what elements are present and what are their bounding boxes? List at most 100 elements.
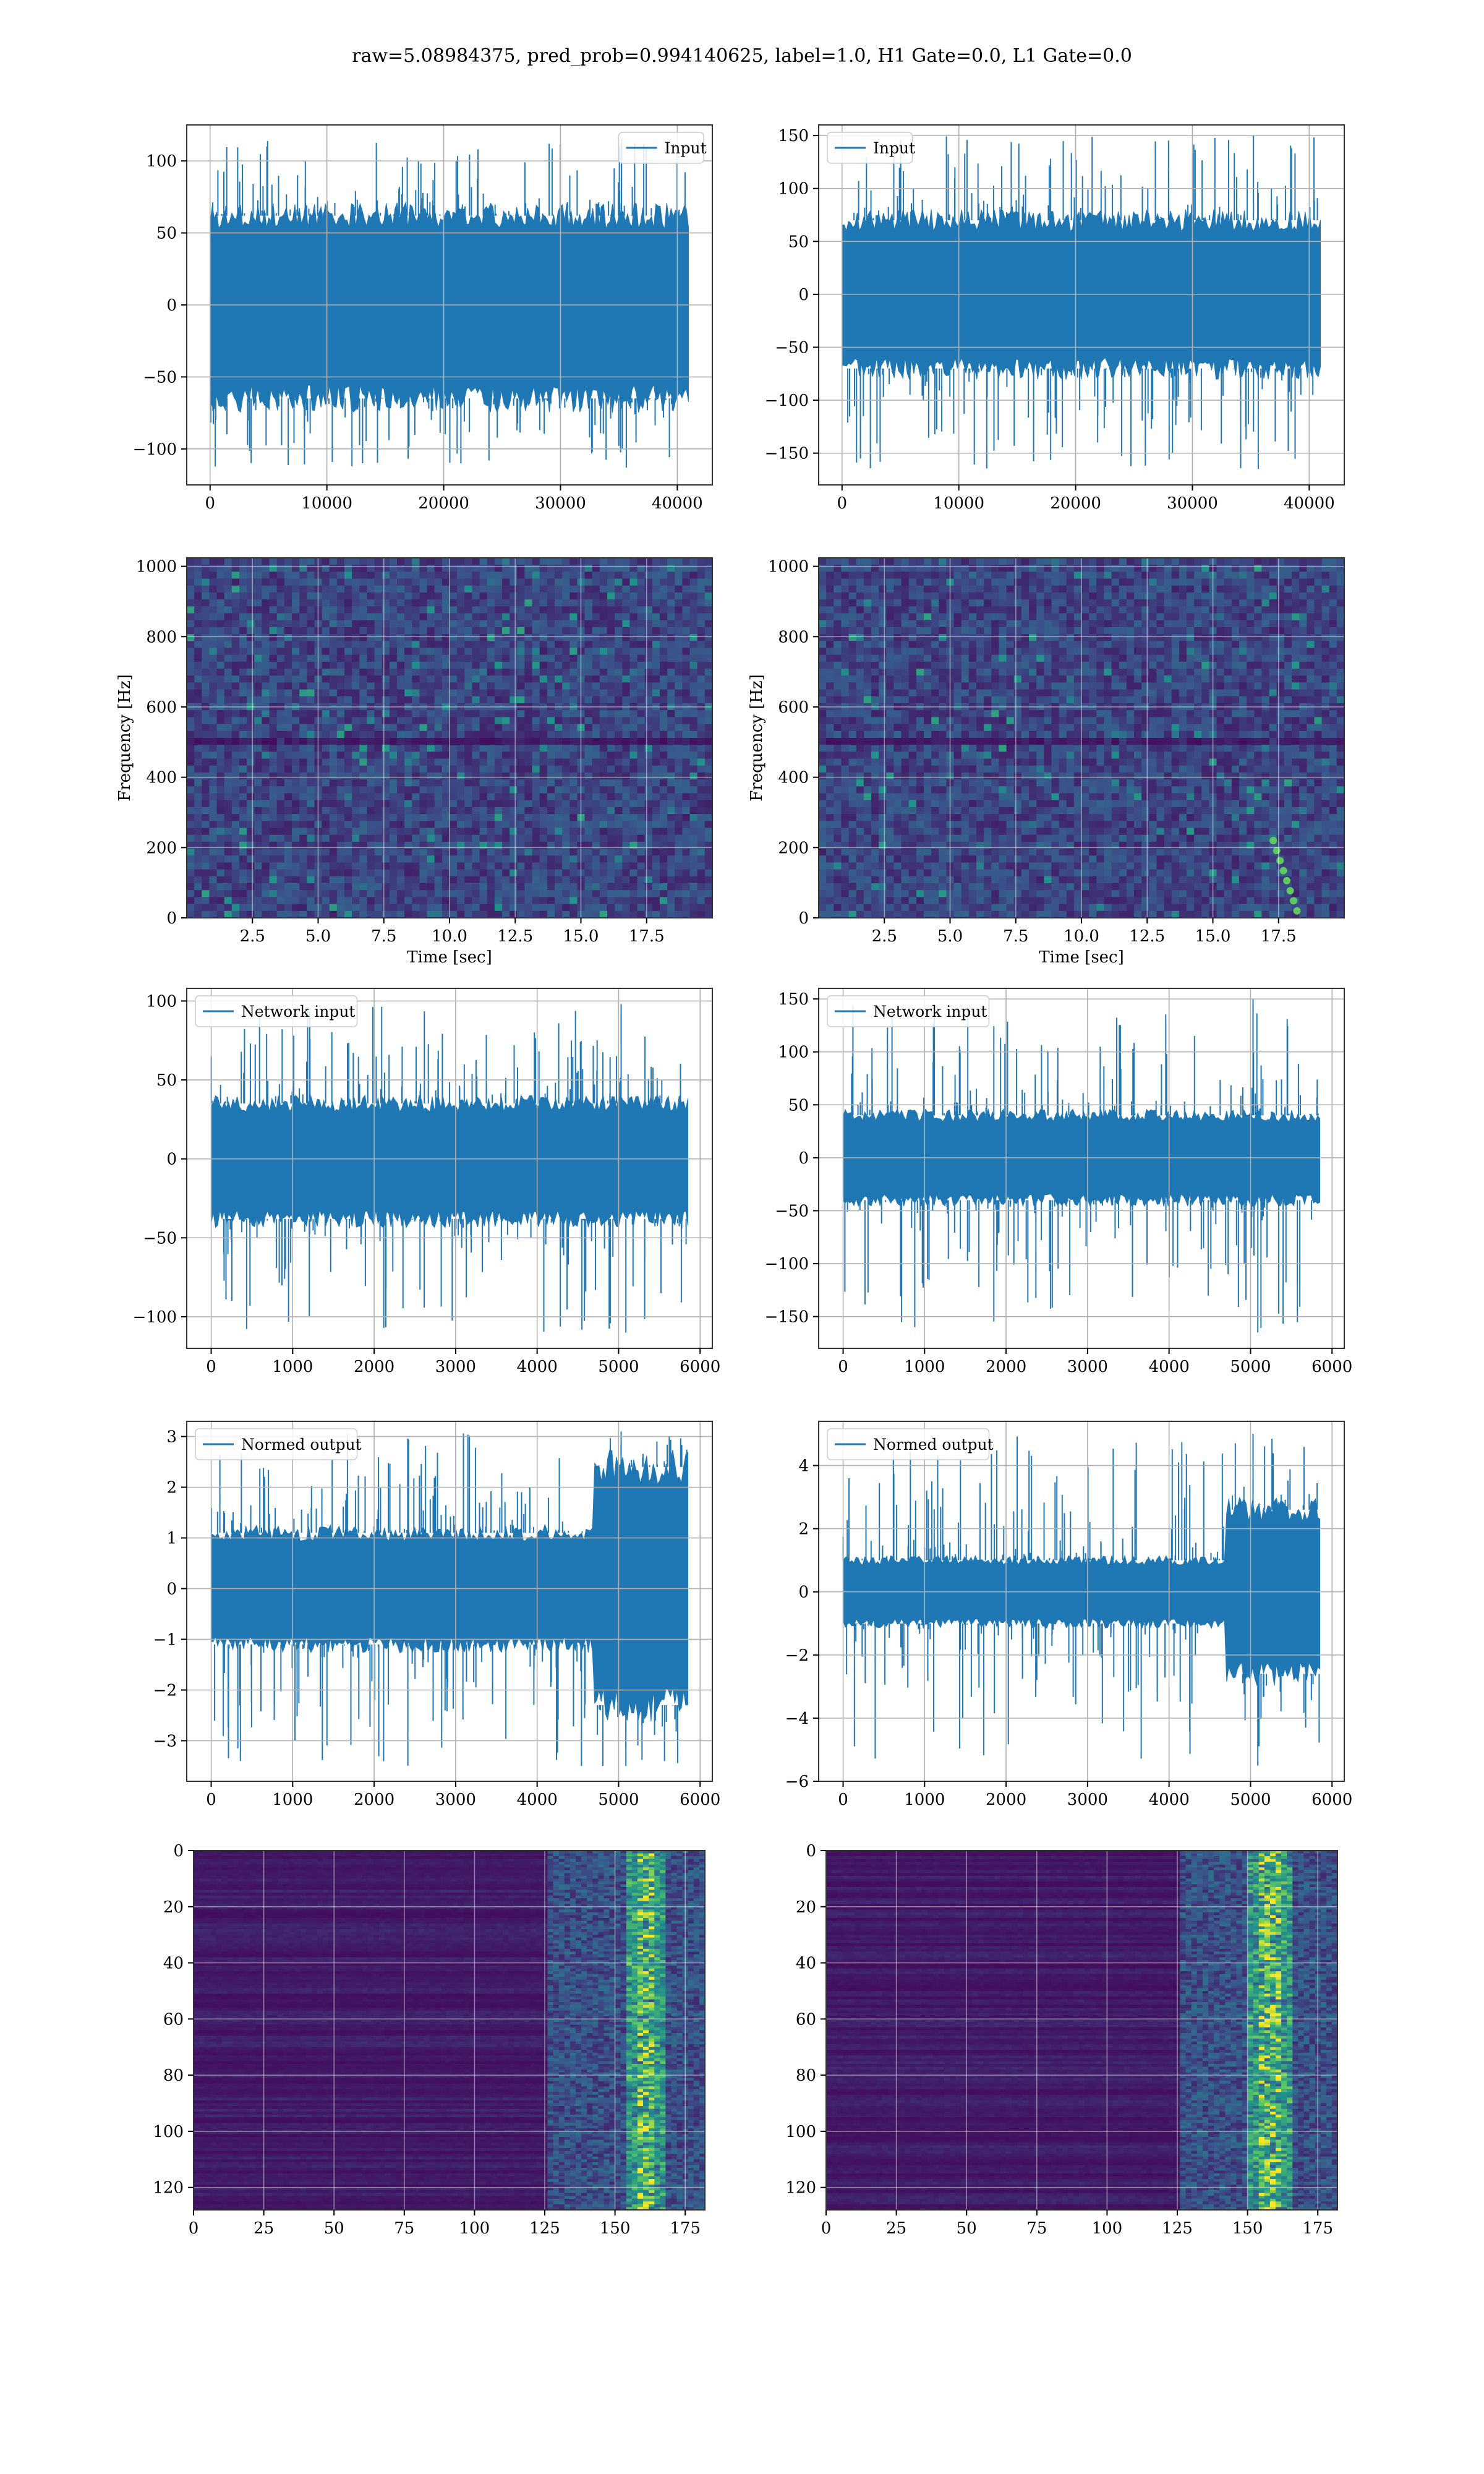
series-spikes [847,135,1318,469]
panel-network-input-h1: 0 1000 2000 3000 4000 5000 6000 −100 −50 0 50 100 Ne… [133,988,720,1376]
x-tick-label: 2000 [354,1791,394,1809]
y-tick-label: −100 [765,392,809,410]
plot-content [211,1431,688,1766]
x-tick-label: 3000 [1067,1358,1108,1376]
legend-label: Network input [873,1003,987,1021]
legend-label: Input [873,139,915,157]
y-tick-label: 1000 [136,558,177,576]
y-tick-label: 120 [153,2179,184,2198]
x-tick-label: 175 [670,2219,701,2238]
y-tick-label: 20 [163,1898,184,1917]
y-tick-label: −100 [133,440,177,459]
y-tick-label: 0 [806,1842,816,1860]
x-tick-label: 40000 [1284,494,1335,513]
x-tick-label: 50 [957,2219,977,2238]
y-tick-label: 100 [153,2123,184,2141]
x-tick-label: 75 [1026,2219,1047,2238]
y-tick-label: 200 [146,839,177,857]
x-tick-label: 100 [1092,2219,1123,2238]
plot-content [210,139,689,468]
y-tick-label: −150 [765,1308,809,1327]
figure-title: raw=5.08984375, pred_prob=0.994140625, l… [352,45,1132,67]
y-tick-label: 2 [166,1479,177,1497]
x-tick-label: 0 [838,1791,848,1809]
x-tick-label: 17.5 [629,927,665,946]
y-tick-label: 100 [146,152,177,171]
axes-frame [186,1421,713,1782]
x-tick-label: 3000 [435,1358,476,1376]
panel-input-h1: 0 10000 20000 30000 40000 −100 −50 0 50 100 Input [133,124,713,513]
y-tick-label: −50 [775,338,809,357]
series-spikes [844,999,1319,1333]
y-tick-label: −50 [143,368,177,387]
y-tick-label: 1000 [768,558,809,576]
x-tick-label: 3000 [435,1791,476,1809]
x-tick-label: 17.5 [1261,927,1297,946]
y-tick-label: −50 [775,1202,809,1220]
x-tick-label: 10000 [933,494,984,513]
y-tick-label: 20 [796,1898,816,1917]
y-tick-label: −6 [785,1773,809,1791]
y-tick-label: 120 [785,2179,816,2198]
y-tick-label: 0 [798,1583,809,1602]
x-tick-label: 2000 [354,1358,394,1376]
x-tick-label: 5000 [1230,1358,1271,1376]
plot-content [187,558,712,918]
plot-content [194,1851,705,2210]
y-tick-label: −150 [765,445,809,463]
y-tick-label: 100 [146,992,177,1011]
legend: Network input [827,995,990,1027]
y-tick-label: 50 [156,225,177,243]
x-tick-label: 6000 [1311,1791,1352,1809]
x-tick-label: 4000 [517,1791,558,1809]
y-tick-label: −3 [153,1732,177,1750]
x-tick-label: 5000 [598,1358,639,1376]
x-tick-label: 12.5 [1129,927,1165,946]
y-tick-label: 0 [798,286,809,304]
y-tick-label: 150 [778,127,809,145]
x-tick-label: 10.0 [1064,927,1099,946]
legend: Network input [195,995,358,1027]
x-tick-label: 40000 [652,494,703,513]
x-tick-label: 15.0 [563,927,599,946]
axes-frame [818,988,1345,1349]
legend-label: Network input [241,1003,355,1021]
x-tick-label: 0 [206,1358,216,1376]
y-tick-label: 0 [166,909,177,928]
x-tick-label: 150 [1232,2219,1263,2238]
x-tick-label: 0 [838,1358,848,1376]
x-tick-label: 25 [886,2219,906,2238]
x-tick-label: 1000 [272,1791,313,1809]
x-axis-label: Time [sec] [407,948,492,967]
x-tick-label: 5.0 [305,927,331,946]
y-tick-label: 0 [166,296,177,315]
y-tick-label: 60 [163,2010,184,2029]
y-tick-label: −4 [785,1710,809,1728]
x-tick-label: 5000 [598,1791,639,1809]
y-tick-label: 150 [778,990,809,1009]
panel-normed-output-h1: 0 1000 2000 3000 4000 5000 6000 −3 −2 −1 0 1 2 3 Norme… [153,1421,720,1809]
y-tick-label: 800 [778,628,809,646]
plot-content [210,1004,688,1333]
x-tick-label: 2.5 [240,927,265,946]
x-tick-label: 75 [394,2219,414,2238]
axes-frame [818,1421,1345,1782]
x-tick-label: 7.5 [371,927,396,946]
x-tick-label: 6000 [1311,1358,1352,1376]
x-tick-label: 125 [1162,2219,1193,2238]
x-tick-label: 20000 [1050,494,1101,513]
series-envelope [210,201,689,414]
x-tick-label: 0 [189,2219,199,2238]
y-tick-label: 60 [796,2010,816,2029]
y-tick-label: 100 [778,1043,809,1062]
x-tick-label: 4000 [1149,1358,1190,1376]
x-axis-label: Time [sec] [1039,948,1124,967]
x-tick-label: 150 [600,2219,631,2238]
x-tick-label: 0 [837,494,848,513]
panel-input-l1: 0 10000 20000 30000 40000 −150 −100 −50 0 50 100 15… [765,124,1345,513]
x-tick-label: 0 [821,2219,832,2238]
x-tick-label: 125 [529,2219,560,2238]
legend: Input [618,132,707,164]
x-tick-label: 1000 [904,1358,945,1376]
